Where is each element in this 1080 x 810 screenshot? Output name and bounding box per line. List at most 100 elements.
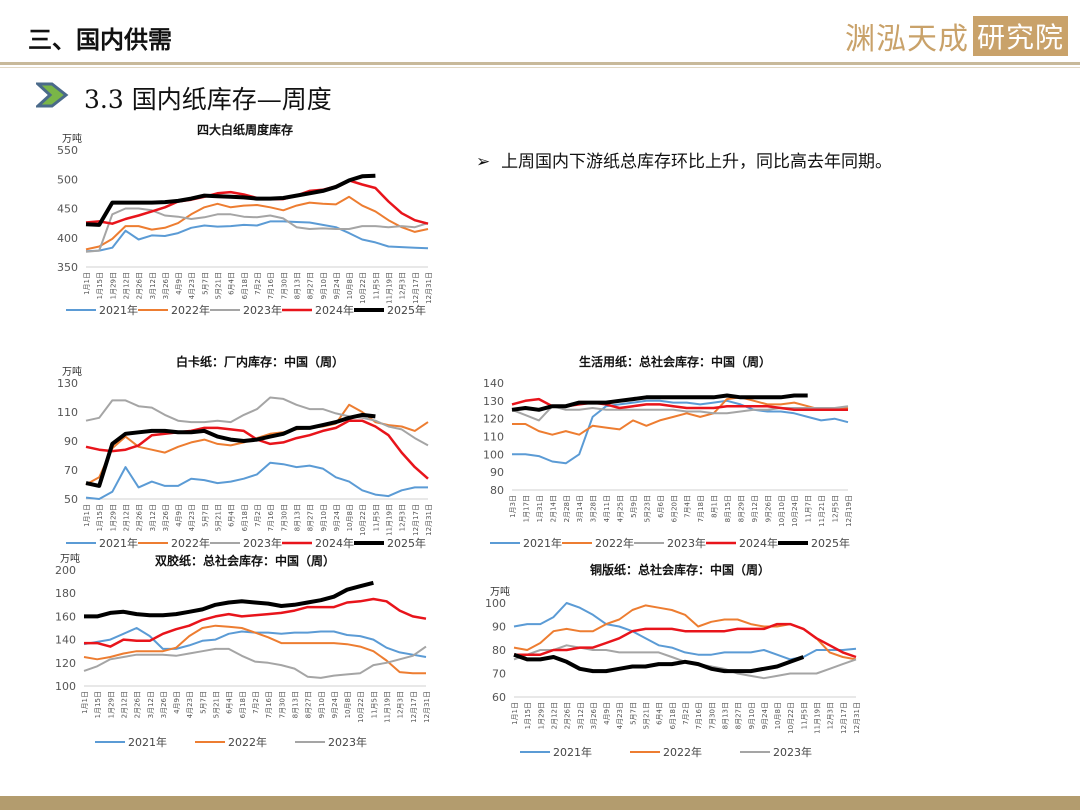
x-tick-label: 8月27日 bbox=[735, 702, 743, 729]
x-tick-label: 1月15日 bbox=[96, 272, 104, 299]
legend-label: 2024年 bbox=[739, 536, 778, 550]
x-tick-label: 5月21日 bbox=[643, 702, 651, 729]
series-line-2023年 bbox=[83, 645, 427, 679]
y-tick-label: 130 bbox=[483, 395, 504, 408]
x-tick-label: 12月17日 bbox=[410, 691, 418, 723]
x-tick-label: 2月12日 bbox=[122, 504, 130, 531]
x-tick-label: 6月4日 bbox=[226, 691, 234, 714]
x-tick-label: 5月9日 bbox=[630, 495, 638, 518]
x-tick-label: 12月3日 bbox=[399, 504, 407, 531]
x-tick-label: 6月18日 bbox=[241, 504, 249, 531]
legend-label: 2022年 bbox=[171, 536, 210, 550]
x-tick-label: 6月6日 bbox=[657, 495, 665, 518]
y-axis-unit: 万吨 bbox=[490, 585, 510, 598]
y-tick-label: 90 bbox=[64, 435, 78, 448]
y-tick-label: 90 bbox=[490, 466, 504, 479]
chart-2: 白卡纸：厂内库存：中国（周） 万吨 50 70 90 110 130 1月1日 1月15日 1月2… bbox=[57, 354, 433, 550]
x-tick-label: 6月20日 bbox=[670, 495, 678, 522]
chevron-right-icon bbox=[36, 82, 69, 108]
x-tick-label: 2月26日 bbox=[564, 702, 572, 729]
x-tick-label: 12月31日 bbox=[425, 272, 433, 304]
legend-label: 2023年 bbox=[773, 745, 812, 759]
x-tick-label: 3月26日 bbox=[162, 272, 170, 299]
legend-label: 2021年 bbox=[553, 745, 592, 759]
series-line-2023年 bbox=[85, 207, 429, 253]
x-tick-label: 8月13日 bbox=[293, 504, 301, 531]
x-tick-label: 11月5日 bbox=[370, 691, 378, 718]
x-tick-label: 7月18日 bbox=[697, 495, 705, 522]
x-tick-label: 1月1日 bbox=[81, 691, 89, 714]
series-line-2025年 bbox=[513, 652, 805, 674]
x-tick-label: 1月1日 bbox=[83, 272, 91, 295]
y-tick-label: 80 bbox=[490, 484, 504, 497]
x-tick-label: 3月28日 bbox=[590, 495, 598, 522]
x-tick-label: 8月13日 bbox=[291, 691, 299, 718]
x-tick-label: 2月12日 bbox=[120, 691, 128, 718]
x-tick-label: 8月29日 bbox=[737, 495, 745, 522]
legend-label: 2021年 bbox=[99, 303, 138, 317]
section-title: 三、国内供需 bbox=[28, 25, 172, 54]
series-line-2023年 bbox=[511, 405, 849, 422]
chart-title: 铜版纸：总社会库存：中国（周） bbox=[590, 562, 770, 577]
x-tick-label: 1月29日 bbox=[109, 272, 117, 299]
series-line-2022年 bbox=[512, 396, 849, 436]
series-line-2021年 bbox=[512, 399, 849, 465]
legend-label: 2022年 bbox=[228, 735, 267, 749]
x-tick-label: 11月19日 bbox=[384, 691, 392, 723]
x-tick-label: 8月15日 bbox=[724, 495, 732, 522]
legend-label: 2022年 bbox=[595, 536, 634, 550]
x-tick-label: 10月8日 bbox=[346, 272, 354, 299]
x-tick-label: 11月21日 bbox=[818, 495, 826, 527]
x-tick-label: 12月31日 bbox=[853, 702, 861, 734]
x-tick-label: 7月16日 bbox=[267, 272, 275, 299]
x-tick-label: 4月23日 bbox=[188, 504, 196, 531]
x-tick-label: 10月10日 bbox=[778, 495, 786, 527]
x-tick-label: 4月23日 bbox=[188, 272, 196, 299]
series-line-2021年 bbox=[85, 220, 429, 253]
x-tick-label: 12月3日 bbox=[399, 272, 407, 299]
x-tick-label: 4月9日 bbox=[173, 691, 181, 714]
y-tick-label: 110 bbox=[57, 406, 78, 419]
x-tick-label: 7月16日 bbox=[267, 504, 275, 531]
x-tick-label: 9月26日 bbox=[764, 495, 772, 522]
x-tick-label: 9月24日 bbox=[331, 691, 339, 718]
x-tick-label: 7月2日 bbox=[254, 272, 262, 295]
x-tick-label: 11月7日 bbox=[805, 495, 813, 522]
y-tick-label: 400 bbox=[57, 232, 78, 245]
x-tick-label: 5月21日 bbox=[215, 504, 223, 531]
legend-label: 2022年 bbox=[663, 745, 702, 759]
series-line-2025年 bbox=[511, 393, 808, 412]
x-tick-label: 9月24日 bbox=[333, 504, 341, 531]
x-tick-label: 10月8日 bbox=[346, 504, 354, 531]
chart-title: 白卡纸：厂内库存：中国（周） bbox=[176, 354, 344, 369]
x-tick-label: 8月13日 bbox=[721, 702, 729, 729]
x-tick-label: 9月10日 bbox=[748, 702, 756, 729]
series-line-2024年 bbox=[514, 622, 857, 659]
x-tick-label: 10月24日 bbox=[791, 495, 799, 527]
x-tick-label: 9月24日 bbox=[333, 272, 341, 299]
x-tick-label: 8月27日 bbox=[305, 691, 313, 718]
chart-3: 生活用纸：总社会库存：中国（周） 80 90 100 110 120 130 140 1月3日 1… bbox=[483, 354, 853, 550]
y-tick-label: 450 bbox=[57, 203, 78, 216]
series-line-2022年 bbox=[85, 195, 429, 251]
x-tick-label: 12月19日 bbox=[845, 495, 853, 527]
x-tick-label: 7月2日 bbox=[252, 691, 260, 714]
x-tick-label: 9月10日 bbox=[320, 504, 328, 531]
x-tick-label: 1月29日 bbox=[537, 702, 545, 729]
y-tick-label: 550 bbox=[57, 144, 78, 157]
x-tick-label: 12月17日 bbox=[412, 272, 420, 304]
x-tick-label: 8月27日 bbox=[307, 272, 315, 299]
y-tick-label: 130 bbox=[57, 377, 78, 390]
x-tick-label: 8月1日 bbox=[711, 495, 719, 518]
series-line-2021年 bbox=[85, 461, 428, 500]
y-axis-unit: 万吨 bbox=[62, 365, 82, 378]
x-tick-label: 10月8日 bbox=[774, 702, 782, 729]
x-tick-label: 4月23日 bbox=[186, 691, 194, 718]
y-tick-label: 60 bbox=[492, 691, 506, 704]
x-tick-label: 3月26日 bbox=[590, 702, 598, 729]
y-tick-label: 120 bbox=[55, 657, 76, 670]
x-tick-label: 4月9日 bbox=[175, 272, 183, 295]
x-tick-label: 6月4日 bbox=[228, 504, 236, 527]
x-tick-label: 1月29日 bbox=[107, 691, 115, 718]
